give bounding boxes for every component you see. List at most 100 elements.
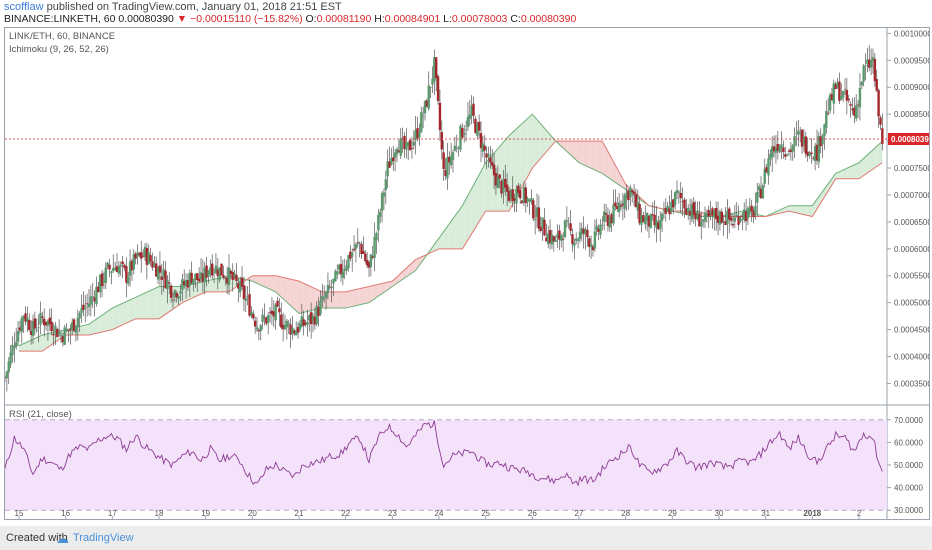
candle-body — [324, 292, 328, 298]
candle-body — [580, 227, 583, 235]
candle-body — [302, 319, 305, 326]
tradingview-link[interactable]: TradingView — [73, 532, 134, 544]
chart-canvas[interactable]: 0.00035000 0.00040000 0.00045000 0.00050000… — [5, 28, 929, 519]
cloud-segment — [875, 145, 878, 168]
candle-body — [649, 214, 653, 228]
candle-body — [733, 217, 737, 222]
candle-body — [487, 153, 490, 157]
candle-body — [207, 271, 210, 277]
candle-body — [597, 228, 600, 233]
candle-body — [739, 217, 742, 222]
cloud-segment — [100, 314, 103, 333]
cloud-segment — [42, 334, 45, 352]
cloud-segment — [19, 344, 22, 352]
pair-legend: LINK/ETH, 60, BINANCE — [9, 31, 116, 42]
candle-body — [203, 267, 206, 283]
candle-body — [459, 125, 462, 150]
candle-body — [675, 190, 679, 194]
candle-body — [347, 255, 350, 269]
time-tick-label: 15 — [15, 509, 24, 518]
low-value: 0.00078003 — [451, 13, 508, 25]
candle-body — [470, 105, 473, 116]
candle-body — [793, 136, 796, 147]
candle-body — [636, 201, 639, 211]
candle-body — [181, 279, 184, 290]
candle-body — [554, 239, 557, 242]
candle-body — [728, 208, 731, 220]
candle-body — [645, 212, 649, 221]
candle-body — [614, 202, 617, 207]
candle-body — [201, 273, 205, 282]
candle-body — [145, 247, 149, 265]
cloud-segment — [513, 129, 516, 203]
candle-body — [767, 158, 770, 176]
cloud-segment — [278, 276, 281, 297]
candle-body — [134, 253, 137, 259]
cloud-segment — [462, 201, 465, 249]
candle-body — [365, 259, 369, 266]
cloud-segment — [285, 277, 288, 303]
candle-body — [166, 279, 169, 290]
candle-body — [759, 188, 763, 199]
chart-header: scofflaw published on TradingView.com, J… — [0, 0, 932, 26]
cloud-segment — [294, 280, 297, 312]
cloud-segment — [439, 234, 442, 249]
candle-body — [744, 210, 748, 222]
candle-body — [873, 58, 877, 82]
candle-body — [115, 266, 119, 272]
cloud-segment — [831, 176, 834, 187]
cloud-segment — [847, 166, 850, 179]
cloud-segment — [387, 281, 390, 290]
candle-body — [690, 204, 694, 220]
candle-body — [89, 296, 93, 305]
cloud-segment — [355, 289, 358, 306]
candle-body — [138, 253, 141, 256]
candle-body — [285, 320, 289, 328]
cloud-segment — [576, 141, 579, 163]
down-arrow-icon: ▼ — [176, 13, 188, 25]
cloud-segment — [261, 275, 264, 287]
candle-body — [703, 212, 707, 222]
author-link[interactable]: scofflaw — [4, 1, 44, 13]
time-tick-label: 23 — [388, 509, 397, 518]
cloud-segment — [805, 205, 808, 216]
cloud-segment — [89, 322, 92, 335]
chart-frame[interactable]: 0.00035000 0.00040000 0.00045000 0.00050000… — [4, 27, 930, 520]
candle-body — [750, 205, 753, 212]
cloud-segment — [852, 164, 855, 179]
candle-body — [640, 215, 643, 225]
candle-body — [293, 330, 296, 334]
cloud-segment — [532, 114, 535, 169]
cloud-segment — [786, 205, 789, 212]
candle-body — [791, 145, 794, 152]
candle-body — [494, 173, 498, 186]
candle-body — [556, 233, 559, 239]
cloud-segment — [280, 276, 283, 299]
cloud-segment — [565, 141, 568, 152]
cloud-segment — [740, 211, 743, 217]
cloud-segment — [590, 141, 593, 170]
cloud-segment — [348, 290, 351, 308]
candle-body — [323, 298, 326, 299]
candle-body — [537, 207, 541, 229]
candle-body — [705, 213, 709, 217]
cloud-segment — [579, 141, 582, 164]
cloud-segment — [103, 312, 106, 332]
time-tick-label: 28 — [621, 509, 630, 518]
time-tick-label: 25 — [481, 509, 490, 518]
cloud-segment — [40, 334, 43, 352]
candle-body — [390, 158, 393, 165]
time-tick-label: 20 — [248, 509, 257, 518]
candle-body — [472, 103, 475, 116]
candle-body — [660, 213, 664, 221]
candle-body — [827, 112, 830, 114]
last-price-badge-label: 0.00080390 — [891, 135, 929, 144]
candle-body — [334, 271, 337, 282]
rsi-tick-label: 40.0000 — [894, 484, 923, 493]
candle-body — [670, 201, 673, 213]
candle-body — [866, 59, 869, 64]
candle-body — [420, 112, 423, 132]
cloud-segment — [810, 205, 813, 217]
cloud-segment — [131, 298, 134, 321]
cloud-segment — [534, 116, 537, 166]
